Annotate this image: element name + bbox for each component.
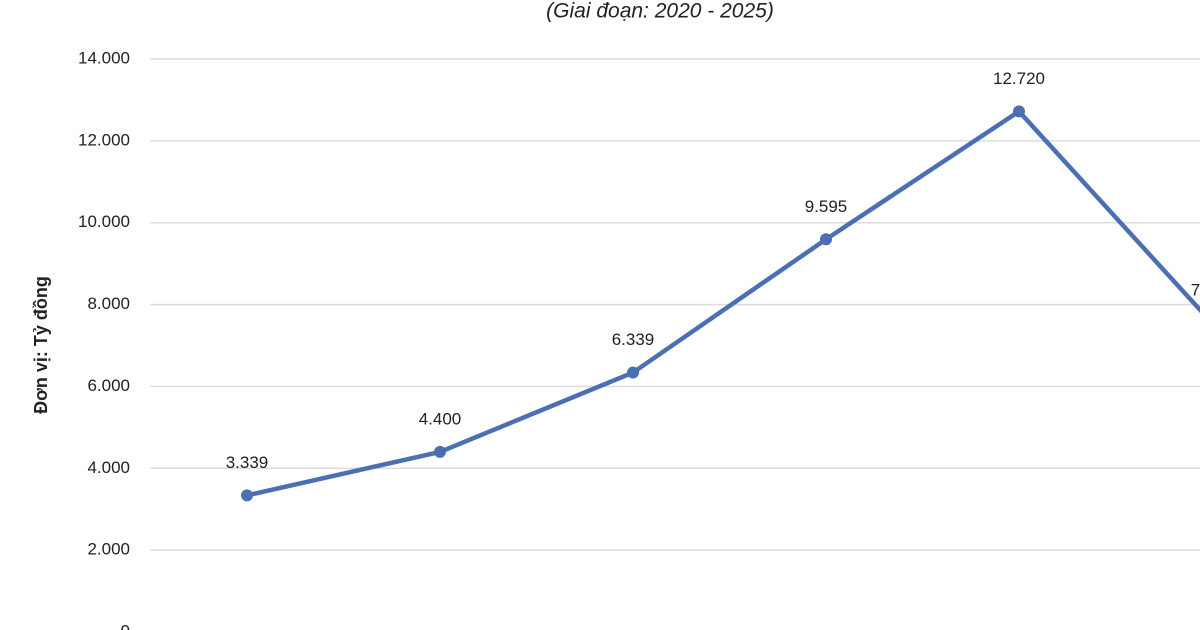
y-tick-label: 14.000 (78, 48, 130, 67)
marker (434, 445, 446, 458)
marker (820, 233, 832, 246)
y-tick-label: 0 (121, 621, 130, 630)
data-label: 7.550 (1191, 280, 1200, 299)
y-tick-label: 10.000 (78, 212, 130, 231)
data-label: 9.595 (805, 197, 848, 216)
data-label: 3.339 (226, 453, 269, 472)
marker (241, 489, 253, 502)
marker (1013, 105, 1025, 118)
y-tick-label: 2.000 (87, 540, 130, 559)
y-tick-label: 8.000 (87, 294, 130, 313)
marker (627, 366, 639, 379)
data-label: 4.400 (419, 409, 462, 428)
y-tick-label: 4.000 (87, 458, 130, 477)
y-axis-label: Đơn vị: Tỷ đồng (31, 276, 51, 414)
data-label: 12.720 (993, 69, 1045, 88)
y-tick-label: 12.000 (78, 130, 130, 149)
data-label: 6.339 (612, 330, 655, 349)
chart-subtitle: (Giai đoạn: 2020 - 2025) (546, 0, 774, 23)
y-tick-label: 6.000 (87, 376, 130, 395)
line (246, 109, 1200, 498)
